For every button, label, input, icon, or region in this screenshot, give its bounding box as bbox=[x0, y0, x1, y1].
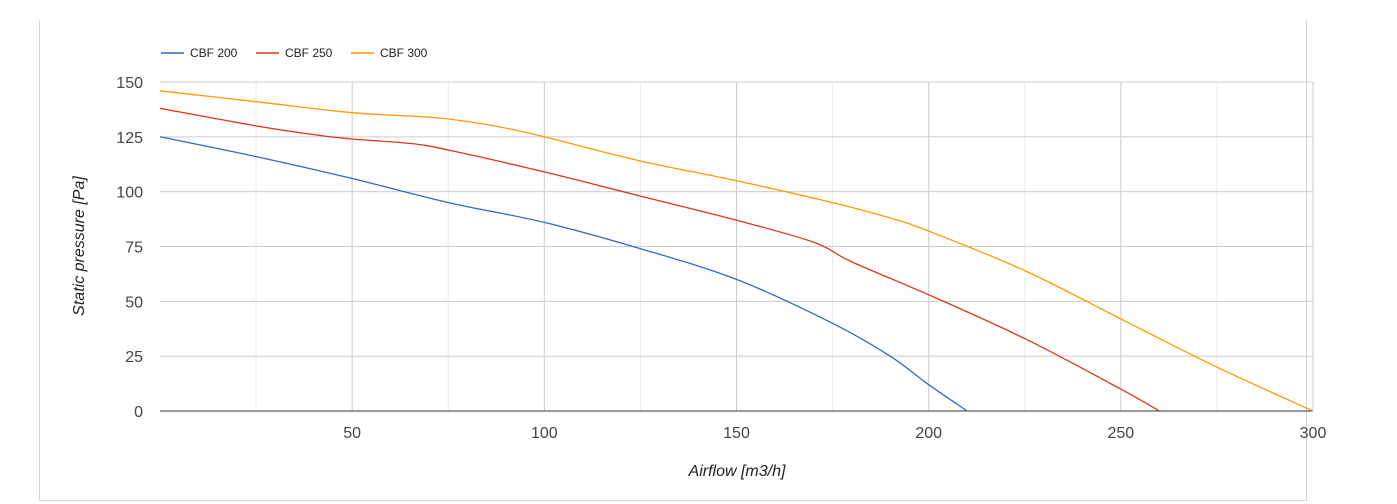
x-axis-title: Airflow [m3/h] bbox=[688, 463, 786, 480]
y-tick-label: 125 bbox=[116, 130, 143, 147]
legend-item: CBF 300 bbox=[351, 46, 428, 60]
legend-item: CBF 200 bbox=[161, 46, 238, 60]
legend-label: CBF 300 bbox=[380, 46, 428, 60]
x-tick-label: 150 bbox=[723, 425, 750, 442]
x-tick-label: 100 bbox=[531, 425, 558, 442]
x-tick-label: 250 bbox=[1107, 425, 1134, 442]
y-tick-label: 50 bbox=[125, 294, 143, 311]
series-line-1 bbox=[159, 136, 968, 412]
legend-label: CBF 250 bbox=[285, 46, 333, 60]
chart-frame bbox=[39, 20, 1307, 501]
legend-item: CBF 250 bbox=[256, 46, 333, 60]
y-axis-ticks: 0 25 50 75 100 125 150 bbox=[116, 75, 143, 421]
x-axis-ticks: 50 100 150 200 250 300 bbox=[343, 425, 1326, 442]
legend: CBF 200 CBF 250 CBF 300 bbox=[161, 46, 428, 60]
series-lines bbox=[159, 90, 1314, 412]
major-gridlines bbox=[160, 81, 1314, 411]
x-tick-label: 200 bbox=[915, 425, 942, 442]
y-tick-label: 0 bbox=[134, 404, 143, 421]
legend-label: CBF 200 bbox=[190, 46, 238, 60]
x-tick-label: 50 bbox=[343, 425, 361, 442]
y-tick-label: 75 bbox=[125, 240, 143, 257]
series-line-3 bbox=[159, 90, 1314, 412]
series-line-2 bbox=[159, 107, 1160, 412]
x-tick-label: 300 bbox=[1300, 425, 1327, 442]
y-tick-label: 100 bbox=[116, 185, 143, 202]
y-axis-title: Static pressure [Pa] bbox=[71, 176, 88, 316]
y-tick-label: 25 bbox=[125, 349, 143, 366]
y-tick-label: 150 bbox=[116, 75, 143, 92]
